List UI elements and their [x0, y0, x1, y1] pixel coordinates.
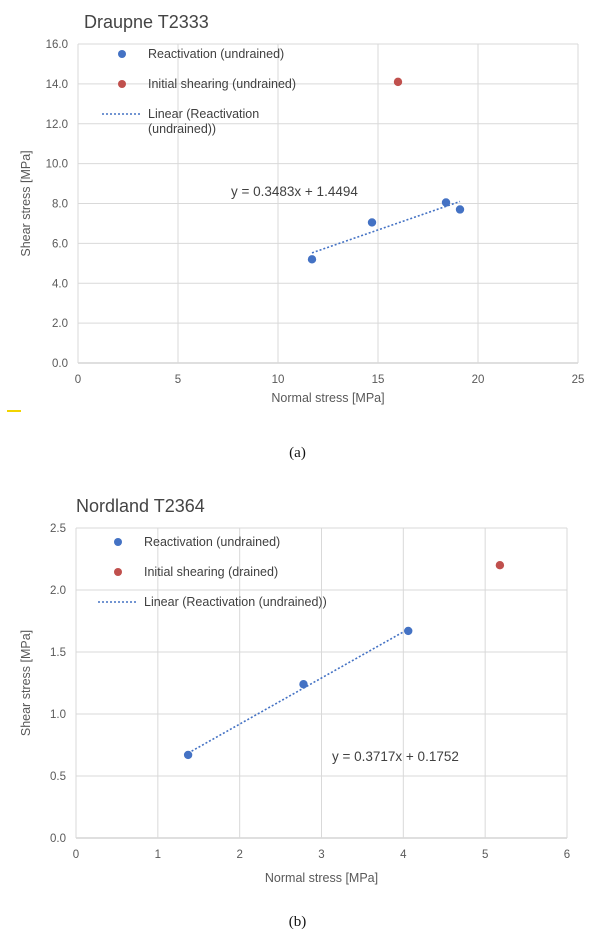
x-tick-label: 2 [236, 849, 242, 861]
x-tick-label: 6 [564, 849, 570, 861]
y-tick-label: 8.0 [52, 199, 68, 211]
chart-title: Draupne T2333 [84, 12, 209, 32]
x-tick-label: 10 [272, 374, 285, 386]
trendline [311, 200, 461, 254]
legend: Reactivation (undrained) Initial shearing… [98, 535, 327, 609]
y-tick-label: 2.5 [50, 523, 66, 535]
caption-a: (a) [289, 445, 306, 461]
x-axis-label: Normal stress [MPa] [265, 871, 378, 885]
legend-marker-reactivation [118, 50, 126, 58]
x-tick-label: 4 [400, 849, 407, 861]
legend: Reactivation (undrained) Initial shearing… [102, 47, 296, 136]
trendline-equation: y = 0.3717x + 0.1752 [332, 749, 459, 764]
chart-title: Nordland T2364 [76, 496, 205, 516]
y-tick-label: 12.0 [46, 119, 68, 131]
x-axis-label: Normal stress [MPa] [271, 391, 384, 405]
y-tick-label: 2.0 [50, 585, 66, 597]
legend-label: (undrained)) [148, 122, 216, 136]
x-tick-label: 5 [482, 849, 488, 861]
reactivation-point [441, 198, 451, 207]
legend-label: Initial shearing (drained) [144, 565, 278, 579]
y-tick-label: 14.0 [46, 79, 68, 91]
legend-label: Linear (Reactivation [148, 107, 259, 121]
y-tick-label: 1.5 [50, 647, 66, 659]
legend-label: Linear (Reactivation (undrained)) [144, 595, 327, 609]
x-tick-label: 15 [372, 374, 385, 386]
caption-b: (b) [288, 914, 307, 930]
x-tick-label: 5 [175, 374, 181, 386]
y-tick-label: 0.5 [50, 771, 66, 783]
reactivation-point [183, 750, 193, 760]
highlight-mark [7, 410, 21, 412]
y-tick-label: 6.0 [52, 238, 68, 250]
legend-marker-initial-shearing [114, 568, 122, 576]
trendline [187, 628, 409, 754]
y-tick-label: 0.0 [50, 833, 66, 845]
legend-marker-initial-shearing [118, 80, 126, 88]
y-tick-label: 0.0 [52, 358, 68, 370]
reactivation-point [367, 218, 377, 227]
y-tick-label: 16.0 [46, 39, 68, 51]
chart-a: Draupne T2333 0.0 2.0 4.0 6.0 8.0 10.0 12.0 14.0… [19, 12, 584, 405]
reactivation-point [404, 626, 413, 636]
legend-label: Reactivation (undrained) [148, 47, 284, 61]
initial-shearing-point [393, 77, 403, 87]
y-tick-label: 1.0 [50, 709, 66, 721]
x-tick-label: 1 [155, 849, 161, 861]
x-tick-label: 3 [318, 849, 324, 861]
y-tick-label: 4.0 [52, 278, 68, 290]
reactivation-point [299, 680, 308, 689]
y-axis-label: Shear stress [MPa] [19, 150, 33, 256]
x-tick-label: 0 [75, 374, 81, 386]
trendline-equation: y = 0.3483x + 1.4494 [231, 184, 358, 199]
reactivation-point [455, 205, 465, 214]
y-tick-label: 2.0 [52, 318, 68, 330]
x-tick-label: 25 [572, 374, 585, 386]
x-tick-label: 20 [472, 374, 485, 386]
y-axis-label: Shear stress [MPa] [19, 630, 33, 736]
reactivation-point [307, 255, 317, 264]
chart-b: Nordland T2364 0.0 0.5 1.0 1.5 2.0 2.5 0 1 2 3 4 5 6 N… [19, 496, 570, 885]
legend-marker-reactivation [114, 538, 122, 546]
legend-label: Reactivation (undrained) [144, 535, 280, 549]
y-tick-label: 10.0 [46, 159, 68, 171]
initial-shearing-point [495, 561, 505, 570]
legend-label: Initial shearing (undrained) [148, 77, 296, 91]
x-tick-label: 0 [73, 849, 79, 861]
